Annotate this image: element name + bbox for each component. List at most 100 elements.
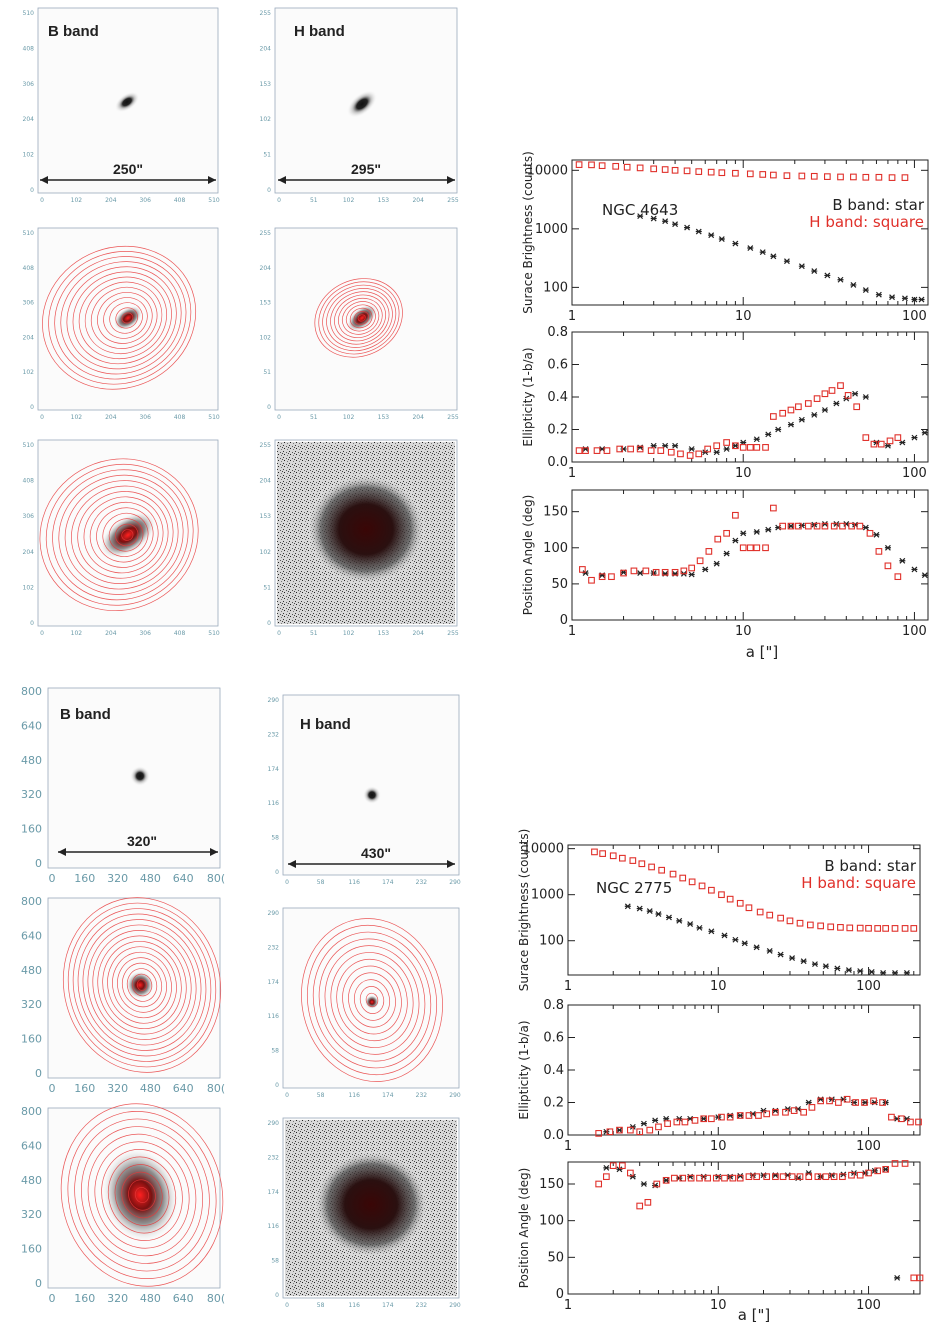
x-tick-label: 100 bbox=[902, 466, 927, 481]
isophote-ellipse bbox=[112, 951, 172, 1019]
y-tick-label: 510 bbox=[23, 230, 35, 237]
y-tick-label: 0 bbox=[30, 404, 34, 411]
data-point-star bbox=[845, 967, 852, 974]
x-tick-label: 232 bbox=[416, 1302, 428, 1309]
x-tick-label: 204 bbox=[412, 630, 424, 637]
data-point-square bbox=[655, 1123, 662, 1131]
y-tick-label: 306 bbox=[23, 300, 35, 307]
y-tick-label: 204 bbox=[23, 116, 35, 123]
y-tick-label: 102 bbox=[23, 369, 35, 376]
data-point-square bbox=[848, 1171, 855, 1179]
x-tick-label: 320 bbox=[107, 1292, 128, 1305]
x-tick-label: 408 bbox=[174, 197, 186, 204]
x-tick-label: 10 bbox=[735, 466, 752, 481]
data-point-square bbox=[850, 173, 857, 181]
data-point-star bbox=[688, 446, 695, 452]
y-tick-label: 640 bbox=[21, 719, 42, 732]
data-point-square bbox=[856, 924, 864, 932]
data-point-square bbox=[575, 161, 583, 168]
data-point-square bbox=[763, 1110, 771, 1118]
data-point-square bbox=[821, 522, 829, 530]
y-tick-label: 174 bbox=[268, 979, 280, 986]
x-tick-label: 0 bbox=[285, 1092, 289, 1099]
isophote-ellipse bbox=[334, 294, 386, 342]
data-point-square bbox=[667, 448, 675, 456]
y-tick-label: 51 bbox=[263, 584, 271, 591]
y-tick-label: 50 bbox=[551, 577, 568, 592]
data-point-square bbox=[718, 1113, 725, 1121]
data-point-star bbox=[747, 245, 754, 251]
x-tick-label: 480 bbox=[140, 1082, 161, 1095]
y-tick-label: 0 bbox=[275, 1082, 279, 1089]
x-axis-label: a ["] bbox=[746, 643, 779, 661]
data-point-square bbox=[729, 1174, 737, 1182]
data-point-square bbox=[861, 1099, 868, 1106]
isophote-ellipse bbox=[318, 281, 400, 355]
y-tick-label: 306 bbox=[23, 81, 35, 88]
data-point-square bbox=[804, 400, 812, 407]
x-tick-label: 58 bbox=[317, 1302, 325, 1309]
data-point-star bbox=[772, 1107, 779, 1114]
isophote-ellipse bbox=[338, 297, 383, 338]
y-tick-label: 640 bbox=[21, 929, 42, 942]
data-point-square bbox=[852, 1099, 859, 1106]
h-band-label: H band bbox=[294, 23, 345, 40]
x-tick-label: 116 bbox=[348, 1092, 360, 1099]
data-point-square bbox=[787, 522, 795, 530]
data-point-square bbox=[746, 544, 754, 552]
data-point-square bbox=[708, 1115, 715, 1123]
data-point-square bbox=[808, 1104, 816, 1111]
data-point-square bbox=[807, 921, 814, 929]
isophote-ellipse bbox=[67, 1111, 217, 1279]
data-point-square bbox=[796, 919, 804, 927]
data-point-square bbox=[746, 444, 754, 451]
data-point-square bbox=[636, 445, 644, 453]
isophote-ellipse bbox=[78, 276, 168, 360]
data-point-square bbox=[661, 568, 669, 576]
x-tick-label: 102 bbox=[71, 414, 83, 421]
y-tick-label: 10000 bbox=[527, 163, 568, 178]
data-point-square bbox=[664, 1120, 671, 1127]
data-point-square bbox=[753, 544, 761, 552]
y-tick-label: 232 bbox=[268, 731, 280, 738]
series-h-band bbox=[591, 848, 918, 932]
data-point-square bbox=[695, 450, 703, 458]
isophote-ellipse bbox=[108, 518, 144, 552]
series-h-band bbox=[575, 161, 909, 181]
series-h-band bbox=[595, 1095, 922, 1137]
x-tick-label: 100 bbox=[856, 979, 881, 994]
subplot: 100 1000 10000 1 10 100 Surace Brightness (cou… bbox=[517, 829, 921, 994]
x-tick-label: 10 bbox=[710, 1139, 727, 1154]
data-point-square bbox=[870, 440, 878, 448]
data-point-square bbox=[739, 544, 747, 552]
y-tick-label: 51 bbox=[263, 369, 271, 376]
x-tick-label: 306 bbox=[139, 630, 151, 637]
data-point-square bbox=[901, 174, 909, 181]
isophote-ellipse bbox=[318, 938, 426, 1062]
isophote-contours bbox=[301, 918, 443, 1082]
y-tick-label: 0 bbox=[267, 404, 271, 411]
data-point-star bbox=[603, 1164, 610, 1171]
galaxy-body bbox=[126, 971, 154, 999]
isophote-ellipse bbox=[82, 919, 202, 1051]
y-tick-label: 50 bbox=[547, 1250, 564, 1265]
data-point-square bbox=[848, 522, 856, 530]
y-tick-label: 174 bbox=[268, 766, 280, 773]
data-point-square bbox=[866, 529, 874, 537]
data-point-star bbox=[911, 566, 918, 573]
y-tick-label: 100 bbox=[543, 280, 568, 295]
isophote-contours bbox=[314, 278, 403, 358]
x-tick-label: 0 bbox=[285, 879, 289, 886]
isophote-ellipse bbox=[336, 958, 408, 1042]
h-scale-label: 295" bbox=[351, 161, 381, 177]
isophote-ellipse bbox=[45, 463, 194, 606]
data-point-square bbox=[677, 450, 684, 458]
x-tick-label: 1 bbox=[564, 1139, 572, 1154]
arrow-head-right bbox=[208, 176, 216, 184]
data-point-square bbox=[638, 860, 646, 868]
data-point-star bbox=[749, 1110, 756, 1117]
x-tick-label: 153 bbox=[378, 197, 390, 204]
isophote-ellipse bbox=[121, 312, 134, 324]
y-tick-label: 480 bbox=[21, 754, 42, 767]
isophote-ellipse bbox=[121, 1171, 163, 1219]
